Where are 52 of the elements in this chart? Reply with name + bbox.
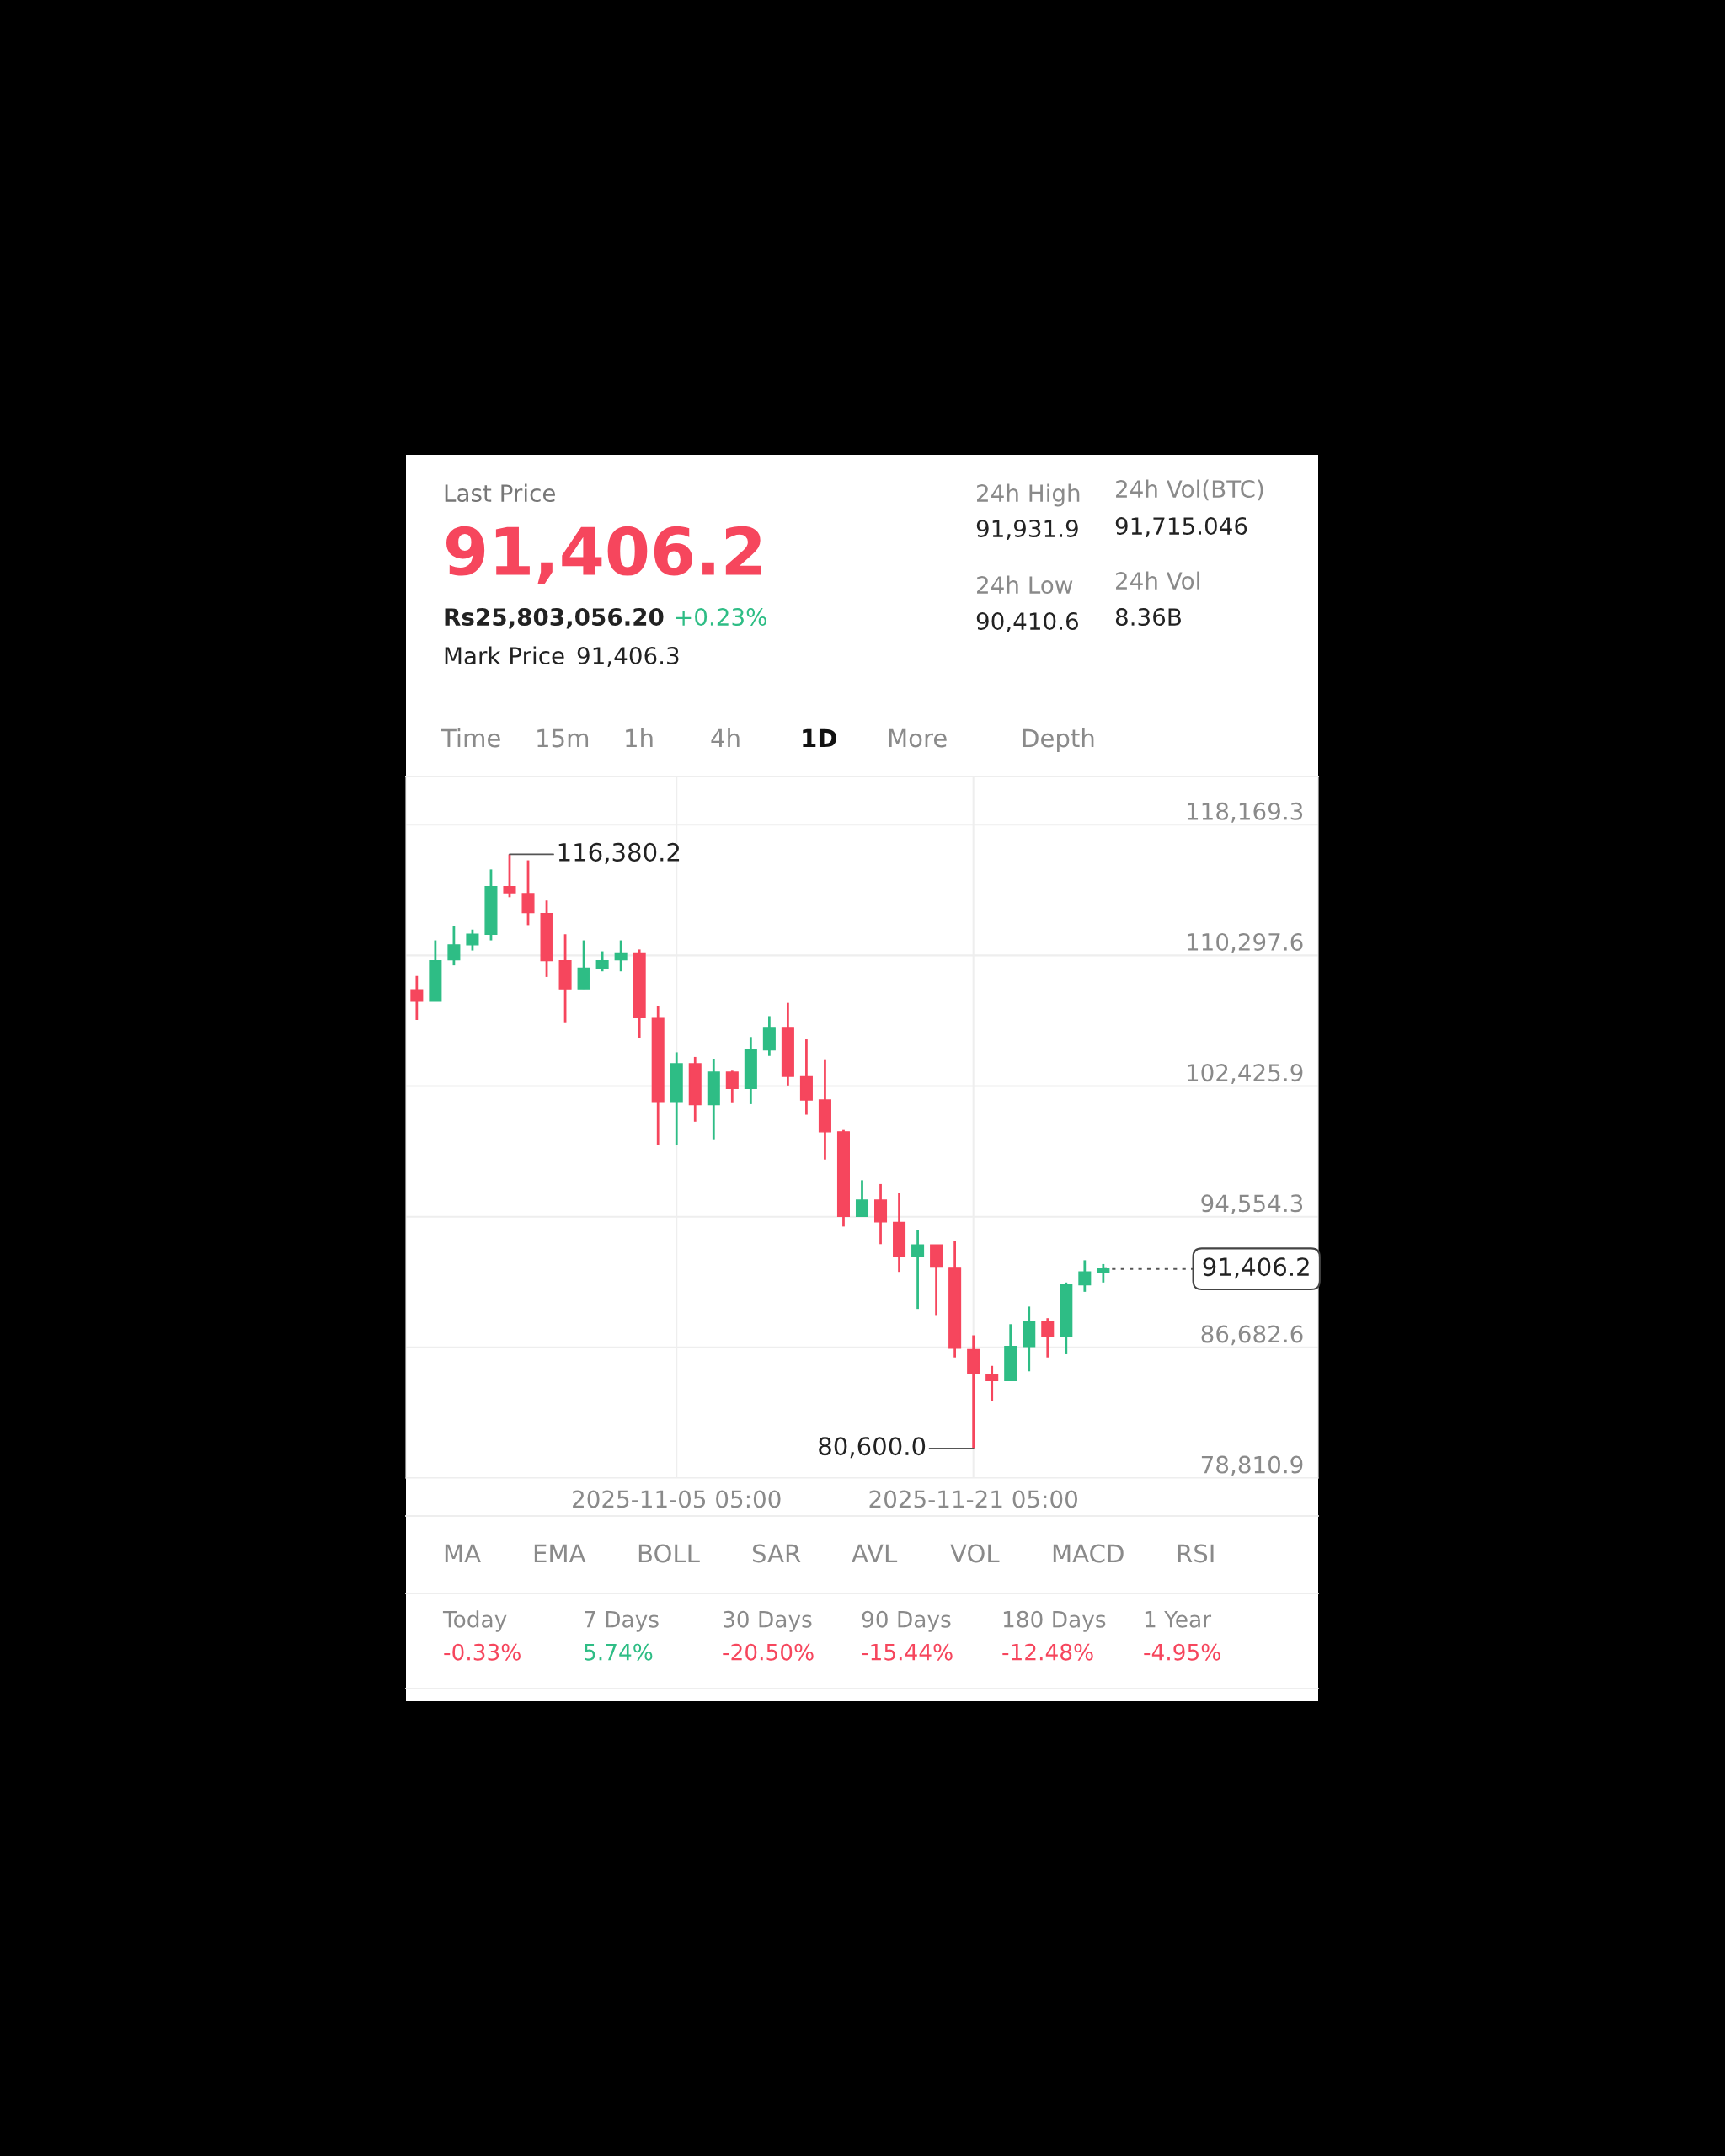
text: VOL (950, 1544, 1000, 1563)
text: 7 Days (585, 1611, 659, 1632)
text: 91,406.2 (446, 526, 761, 584)
text: 5.74% (585, 1643, 653, 1661)
text: 90 Days (862, 1610, 951, 1632)
text: Mark Price (445, 646, 564, 665)
text: -15.44% (862, 1643, 953, 1661)
text: 24h Low (977, 575, 1073, 595)
text: 15m (537, 728, 589, 748)
text: 180 Days (1003, 1610, 1106, 1632)
text: 24h Vol (1116, 571, 1199, 590)
text: 91,715.046 (1115, 517, 1247, 537)
text: MA (445, 1544, 481, 1563)
text: 1D (803, 728, 836, 748)
text: 24h Vol(BTC) (1116, 479, 1263, 501)
text: 90,410.6 (976, 612, 1078, 632)
text: EMA (534, 1544, 586, 1563)
text: AVL (852, 1544, 898, 1563)
annotation: 80,600.0 (819, 1437, 926, 1459)
text: Depth (1023, 728, 1094, 753)
x-tick-label: 2025-11-21 05:00 (869, 1490, 1077, 1508)
y-tick-label: 78,810.9 (1201, 1455, 1303, 1476)
text: 91,931.9 (976, 520, 1078, 540)
y-tick-label: 110,297.6 (1188, 932, 1303, 953)
text: 91,406.3 (577, 647, 679, 667)
y-tick-label: 94,554.3 (1201, 1194, 1303, 1215)
text: 24h High (977, 483, 1080, 507)
text: More (889, 728, 947, 748)
text: SAR (752, 1544, 801, 1563)
text: BOLL (638, 1544, 700, 1563)
annotation: 116,380.2 (558, 842, 680, 864)
y-tick-label: 118,169.3 (1188, 802, 1303, 823)
text: RSI (1178, 1544, 1214, 1563)
text: Today (442, 1610, 507, 1632)
text: -0.33% (444, 1643, 521, 1661)
text: 1h (626, 728, 653, 748)
text: -20.50% (723, 1643, 814, 1661)
text: Last Price (445, 483, 555, 503)
ref-line-label: 91,406.2 (1203, 1257, 1309, 1279)
text: 1 Year (1145, 1611, 1212, 1628)
text: Time (441, 728, 500, 748)
text: 8.36B (1115, 608, 1181, 627)
text: -4.95% (1144, 1643, 1220, 1661)
text: 4h (711, 728, 740, 748)
y-tick-label: 102,425.9 (1188, 1064, 1303, 1084)
x-tick-label: 2025-11-05 05:00 (573, 1490, 781, 1508)
text: MACD (1053, 1544, 1124, 1563)
text: +0.23% (676, 608, 766, 627)
text: -12.48% (1002, 1643, 1093, 1661)
text: Rs25,803,056.20 (445, 608, 664, 629)
y-tick-label: 86,682.6 (1201, 1325, 1303, 1346)
text: 30 Days (724, 1610, 812, 1632)
